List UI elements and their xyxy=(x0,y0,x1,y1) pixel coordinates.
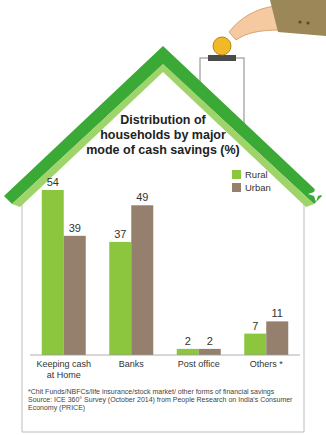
category-label: Others * xyxy=(250,359,284,369)
category-label: Keeping cashat Home xyxy=(36,359,91,380)
data-label: 37 xyxy=(114,228,126,240)
infographic: Distribution ofhouseholds by majormode o… xyxy=(0,0,326,435)
bar xyxy=(266,321,288,355)
category-label: Banks xyxy=(119,359,145,369)
sleeve xyxy=(270,0,326,36)
house-wall xyxy=(22,64,304,432)
data-label: 11 xyxy=(272,307,283,319)
legend-label: Rural xyxy=(245,169,268,180)
data-label: 39 xyxy=(69,222,81,234)
title: Distribution ofhouseholds by majormode o… xyxy=(86,113,240,157)
bar xyxy=(199,349,221,355)
data-label: 49 xyxy=(136,191,148,203)
legend: Rural Urban xyxy=(232,169,271,193)
bar xyxy=(131,205,153,355)
legend-label: Urban xyxy=(245,182,271,193)
data-labels: 54 37 2 7 39 49 2 11 xyxy=(47,176,283,347)
bar xyxy=(244,334,266,355)
sparkle xyxy=(308,186,324,202)
roof-underside xyxy=(12,64,314,207)
text-line: mode of cash savings (%) xyxy=(86,143,240,157)
data-label: 2 xyxy=(207,335,213,347)
text-line: *Chit Funds/NBFCs/life insurance/stock m… xyxy=(28,388,275,396)
text-line: Distribution of xyxy=(120,113,206,127)
coin-slot xyxy=(208,55,236,61)
legend-swatch xyxy=(232,170,241,179)
bar xyxy=(42,190,64,355)
text-line: Post office xyxy=(178,359,220,369)
data-label: 2 xyxy=(185,335,191,347)
text-line: at Home xyxy=(47,370,81,380)
coin xyxy=(213,37,231,55)
category-label: Post office xyxy=(178,359,220,369)
sleeve-button xyxy=(306,21,309,24)
house-decoration xyxy=(4,0,326,432)
text-line: Banks xyxy=(119,359,145,369)
data-label: 7 xyxy=(252,320,258,332)
text-line: Others * xyxy=(250,359,284,369)
hand xyxy=(229,6,280,40)
bar xyxy=(109,242,131,355)
bar xyxy=(177,349,199,355)
data-label: 54 xyxy=(47,176,59,188)
text-line: Economy (PRICE) xyxy=(28,404,85,412)
baseline xyxy=(30,355,300,356)
text-line: Source: ICE 360° Survey (October 2014) f… xyxy=(28,396,293,404)
bar xyxy=(64,236,86,355)
annotation: *Chit Funds/NBFCs/life insurance/stock m… xyxy=(28,388,275,396)
text-line: Keeping cash xyxy=(36,359,91,369)
legend-swatch xyxy=(232,183,241,192)
text-line: households by major xyxy=(100,128,226,142)
sleeve-button xyxy=(298,20,301,23)
bars xyxy=(42,190,289,355)
annotation: Source: ICE 360° Survey (October 2014) f… xyxy=(28,396,293,412)
